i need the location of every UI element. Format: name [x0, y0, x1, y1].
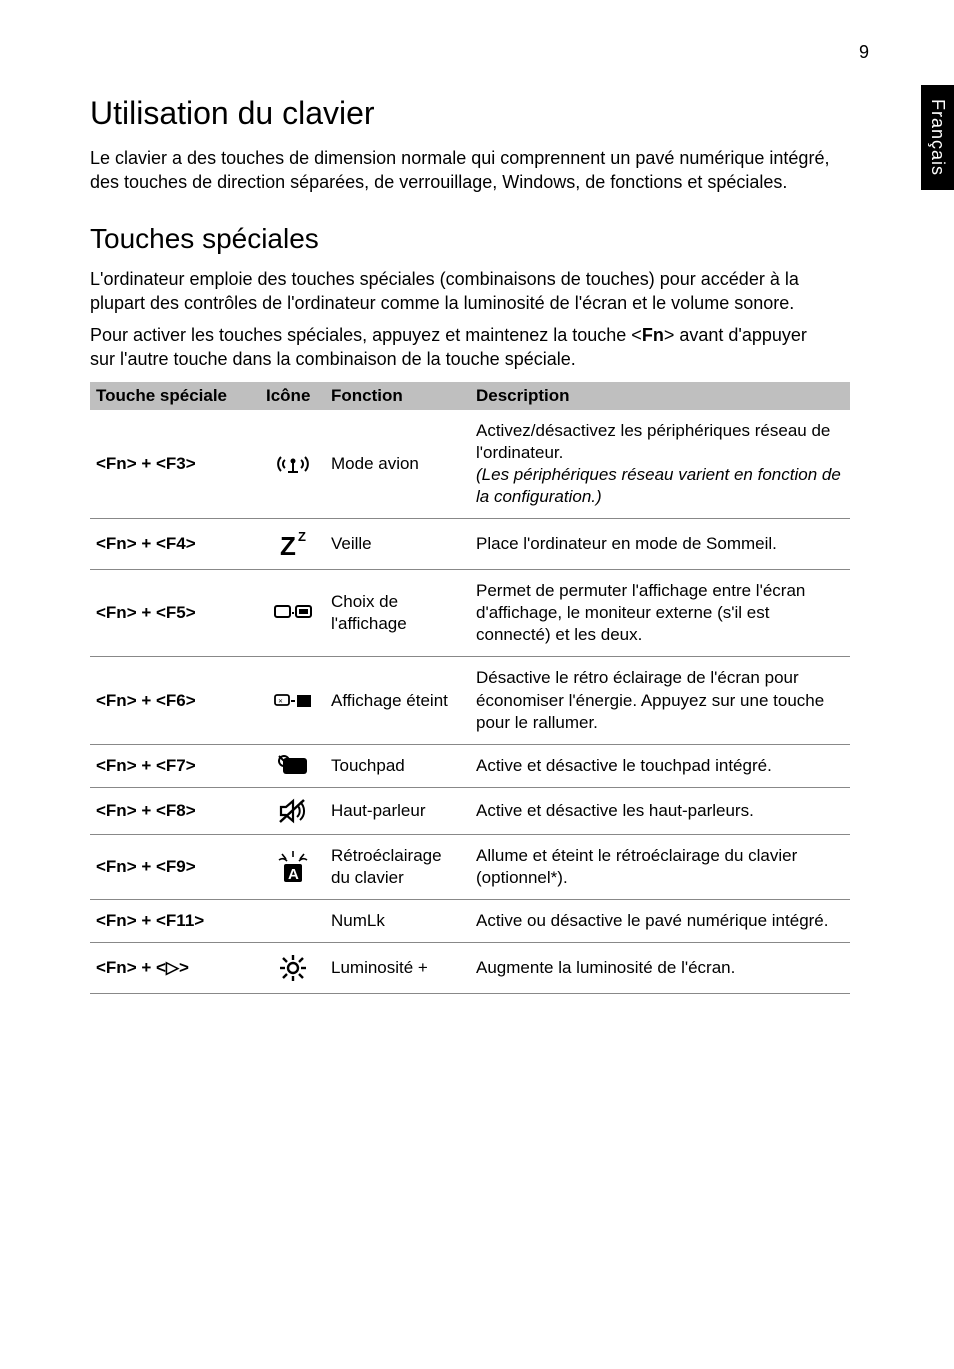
key-combo: <Fn> + <F3> — [90, 410, 260, 519]
th-icone: Icône — [260, 382, 325, 410]
th-touche: Touche spéciale — [90, 382, 260, 410]
key-combo: <Fn> + <F8> — [90, 787, 260, 834]
function-name: Veille — [325, 519, 470, 570]
description: Active ou désactive le pavé numérique in… — [470, 900, 850, 943]
svg-text:Z: Z — [280, 531, 296, 559]
table-row: <Fn> + <F9> A Rétroéclairage du clavier … — [90, 834, 850, 899]
key-combo: <Fn> + <F5> — [90, 570, 260, 657]
key-combo: <Fn> + <F6> — [90, 657, 260, 744]
icon-cell: ✕ — [260, 657, 325, 744]
wifi-icon — [276, 451, 310, 477]
keyboard-backlight-icon: A — [275, 849, 311, 885]
table-row: <Fn> + <F8> Haut-parleur Active et désac… — [90, 787, 850, 834]
desc-italic: (Les périphériques réseau varient en fon… — [476, 465, 841, 506]
th-description: Description — [470, 382, 850, 410]
description: Active et désactive le touchpad intégré. — [470, 744, 850, 787]
paragraph-2: Pour activer les touches spéciales, appu… — [90, 323, 830, 372]
icon-cell: Z Z — [260, 519, 325, 570]
svg-text:✕: ✕ — [278, 699, 283, 705]
icon-cell — [260, 744, 325, 787]
heading-touches-speciales: Touches spéciales — [90, 223, 894, 255]
speaker-mute-icon — [278, 798, 308, 824]
paragraph-1: L'ordinateur emploie des touches spécial… — [90, 267, 830, 316]
fn-key-label: Fn — [642, 325, 664, 345]
table-header-row: Touche spéciale Icône Fonction Descripti… — [90, 382, 850, 410]
display-toggle-icon — [273, 603, 313, 623]
table-row: <Fn> + <F5> Choix de l'affichage Permet … — [90, 570, 850, 657]
sleep-icon: Z Z — [276, 529, 310, 559]
key-combo: <Fn> + <▷> — [90, 943, 260, 994]
icon-cell — [260, 570, 325, 657]
function-name: Touchpad — [325, 744, 470, 787]
p2-part-a: Pour activer les touches spéciales, appu… — [90, 325, 642, 345]
table-row: <Fn> + <F6> ✕ Affichage éteint Désactive… — [90, 657, 850, 744]
function-name: Mode avion — [325, 410, 470, 519]
icon-cell — [260, 787, 325, 834]
table-row: <Fn> + <F11> NumLk Active ou désactive l… — [90, 900, 850, 943]
function-name: Rétroéclairage du clavier — [325, 834, 470, 899]
key-combo: <Fn> + <F11> — [90, 900, 260, 943]
description: Place l'ordinateur en mode de Sommeil. — [470, 519, 850, 570]
icon-cell: A — [260, 834, 325, 899]
description: Active et désactive les haut-parleurs. — [470, 787, 850, 834]
table-row: <Fn> + <▷> Luminosité + — [90, 943, 850, 994]
function-name: NumLk — [325, 900, 470, 943]
icon-cell — [260, 943, 325, 994]
description: Désactive le rétro éclairage de l'écran … — [470, 657, 850, 744]
key-combo: <Fn> + <F9> — [90, 834, 260, 899]
function-name: Affichage éteint — [325, 657, 470, 744]
description: Permet de permuter l'affichage entre l'é… — [470, 570, 850, 657]
heading-utilisation: Utilisation du clavier — [90, 95, 894, 132]
function-name: Choix de l'affichage — [325, 570, 470, 657]
table-row: <Fn> + <F4> Z Z Veille Place l'ordinateu… — [90, 519, 850, 570]
desc-text: Activez/désactivez les périphériques rés… — [476, 421, 830, 462]
language-tab: Français — [921, 85, 954, 190]
touchpad-icon — [276, 755, 310, 777]
key-combo: <Fn> + <F7> — [90, 744, 260, 787]
function-name: Haut-parleur — [325, 787, 470, 834]
icon-cell — [260, 410, 325, 519]
page-number: 9 — [859, 42, 869, 63]
function-name: Luminosité + — [325, 943, 470, 994]
svg-text:A: A — [288, 866, 299, 883]
svg-text:Z: Z — [298, 529, 306, 544]
screen-off-icon: ✕ — [273, 691, 313, 711]
icon-cell — [260, 900, 325, 943]
brightness-up-icon — [278, 953, 308, 983]
intro-paragraph: Le clavier a des touches de dimension no… — [90, 146, 830, 195]
description: Augmente la luminosité de l'écran. — [470, 943, 850, 994]
description: Allume et éteint le rétroéclairage du cl… — [470, 834, 850, 899]
table-row: <Fn> + <F3> Mode avion Activez/désactive — [90, 410, 850, 519]
key-combo: <Fn> + <F4> — [90, 519, 260, 570]
description: Activez/désactivez les périphériques rés… — [470, 410, 850, 519]
table-row: <Fn> + <F7> Touchpad Active et désactive… — [90, 744, 850, 787]
hotkeys-table: Touche spéciale Icône Fonction Descripti… — [90, 382, 850, 994]
th-fonction: Fonction — [325, 382, 470, 410]
